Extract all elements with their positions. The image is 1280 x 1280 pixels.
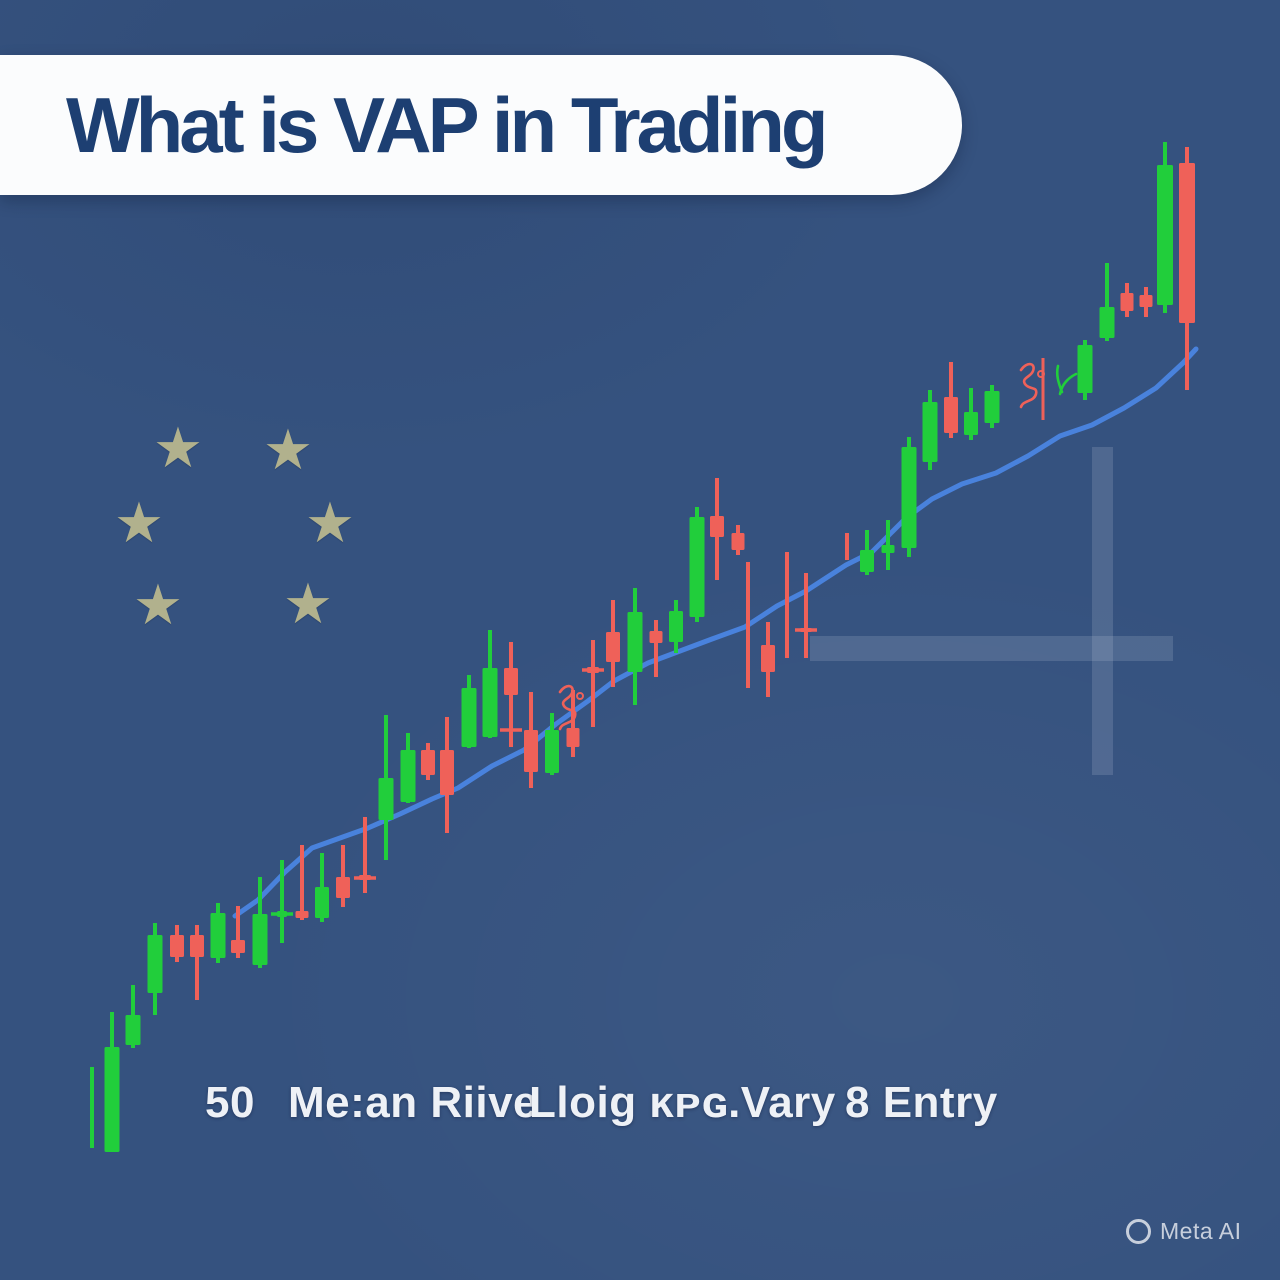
candle — [566, 690, 580, 757]
candle — [190, 925, 204, 1000]
crosshair-horizontal-band — [810, 636, 1173, 661]
candle — [210, 903, 226, 963]
meta-ai-logo-icon — [1126, 1219, 1151, 1244]
candle — [731, 525, 745, 555]
candle — [500, 642, 522, 747]
crosshair-vertical-band — [1092, 447, 1113, 775]
candle — [104, 1012, 120, 1152]
red-scribble-artifact — [558, 684, 577, 731]
candle — [461, 675, 477, 748]
red-scribble-artifact — [1019, 362, 1038, 409]
candle — [354, 817, 376, 893]
candle — [336, 845, 350, 907]
candle — [922, 390, 938, 470]
candle — [252, 877, 268, 968]
candle — [125, 985, 141, 1048]
candle — [295, 845, 309, 920]
candle — [400, 733, 416, 803]
candle — [1077, 340, 1093, 400]
star-icon: ★ — [132, 573, 184, 637]
candle — [984, 385, 1000, 428]
candle — [524, 692, 538, 788]
candle — [147, 923, 163, 1015]
candle — [1179, 147, 1195, 390]
candle — [1157, 142, 1173, 313]
candle — [669, 600, 683, 653]
candle — [901, 437, 917, 557]
candle — [860, 530, 874, 575]
candle — [944, 362, 958, 438]
green-sprout-artifact — [1055, 364, 1078, 396]
footer-label: 8 Entry — [845, 1078, 998, 1127]
candle — [421, 743, 435, 780]
candle — [315, 853, 329, 922]
candle — [964, 388, 978, 440]
star-icon: ★ — [113, 491, 165, 555]
star-icon: ★ — [282, 572, 334, 636]
candle — [440, 717, 454, 833]
title-banner: What is VAP in Trading — [0, 55, 962, 195]
candle — [606, 600, 620, 687]
star-icon: ★ — [262, 418, 314, 482]
moving-average-line — [232, 346, 1199, 919]
candle — [582, 640, 604, 727]
candle — [378, 715, 394, 860]
candle — [482, 630, 498, 738]
star-icon: ★ — [152, 416, 204, 480]
candle — [649, 620, 663, 677]
meta-ai-watermark: Meta AI — [1126, 1218, 1241, 1245]
candle — [1139, 287, 1153, 317]
candle — [1120, 283, 1134, 317]
candles-group — [90, 142, 1195, 1152]
candle — [170, 925, 184, 962]
footer-label: Me:an Riive — [288, 1078, 539, 1127]
star-icon: ★ — [304, 491, 356, 555]
page-title: What is VAP in Trading — [66, 81, 829, 169]
candle — [271, 860, 293, 943]
candle — [689, 507, 705, 622]
candle — [627, 588, 643, 705]
footer-label: Lloig ĸᴘɢ.Vary — [529, 1078, 836, 1127]
candle — [881, 520, 895, 570]
footer-label: 50 — [205, 1078, 255, 1127]
candle — [795, 573, 817, 658]
candle — [545, 713, 559, 775]
candle — [761, 622, 775, 697]
red-scribble-artifact — [576, 692, 584, 700]
candle — [710, 478, 724, 580]
candle — [231, 906, 245, 958]
meta-ai-watermark-text: Meta AI — [1160, 1218, 1242, 1244]
candle — [1099, 263, 1115, 341]
